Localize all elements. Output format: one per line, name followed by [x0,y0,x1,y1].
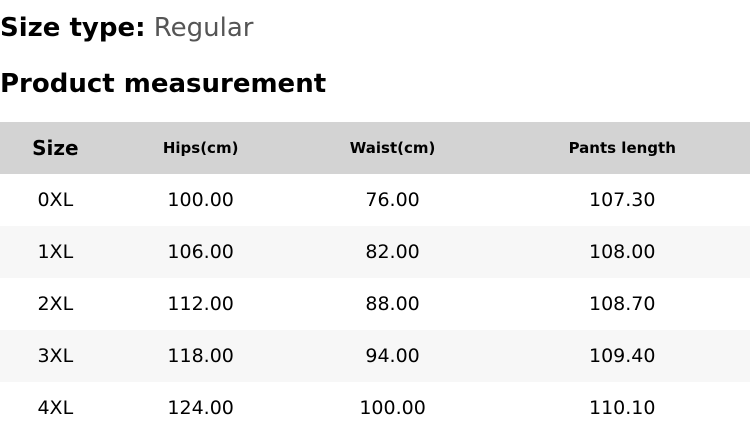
table-row: 3XL 118.00 94.00 109.40 [0,330,750,382]
table-cell: 82.00 [290,226,495,278]
table-cell: 3XL [0,330,111,382]
size-type-label: Size type: [0,13,146,43]
table-cell: 100.00 [359,397,426,419]
header-size: Size [0,122,111,174]
table-row: 2XL 112.00 88.00 108.70 [0,278,750,330]
table-cell: 108.00 [494,226,750,278]
table-cell: 109.40 [494,330,750,382]
table-cell: 88.00 [365,293,420,315]
table-cell: 108.70 [589,293,656,315]
size-type: Size type: Regular [0,12,253,44]
table-cell: 110.10 [589,397,656,419]
table-cell: 118.00 [110,330,291,382]
table-cell: 76.00 [365,189,420,211]
table-row: 0XL 100.00 76.00 107.30 [0,174,750,226]
header-waist: Waist(cm) [290,122,495,174]
table-cell: 1XL [0,226,111,278]
table-cell: 112.00 [167,293,234,315]
section-title: Product measurement [0,69,327,99]
table-cell: 107.30 [589,189,656,211]
table-cell: 0XL [37,189,74,211]
table-cell: 106.00 [110,226,291,278]
measurement-table: Size Hips(cm) Waist(cm) Pants length 0XL… [0,122,750,434]
table-row: 1XL 106.00 82.00 108.00 [0,226,750,278]
table-cell: 4XL [37,397,74,419]
size-type-value: Regular [153,13,254,43]
header-pants-length: Pants length [494,122,750,174]
table-cell: 2XL [37,293,74,315]
table-cell: 100.00 [167,189,234,211]
table-cell: 94.00 [290,330,495,382]
table-row: 4XL 124.00 100.00 110.10 [0,382,750,434]
table-cell: 124.00 [167,397,234,419]
header-hips: Hips(cm) [110,122,291,174]
